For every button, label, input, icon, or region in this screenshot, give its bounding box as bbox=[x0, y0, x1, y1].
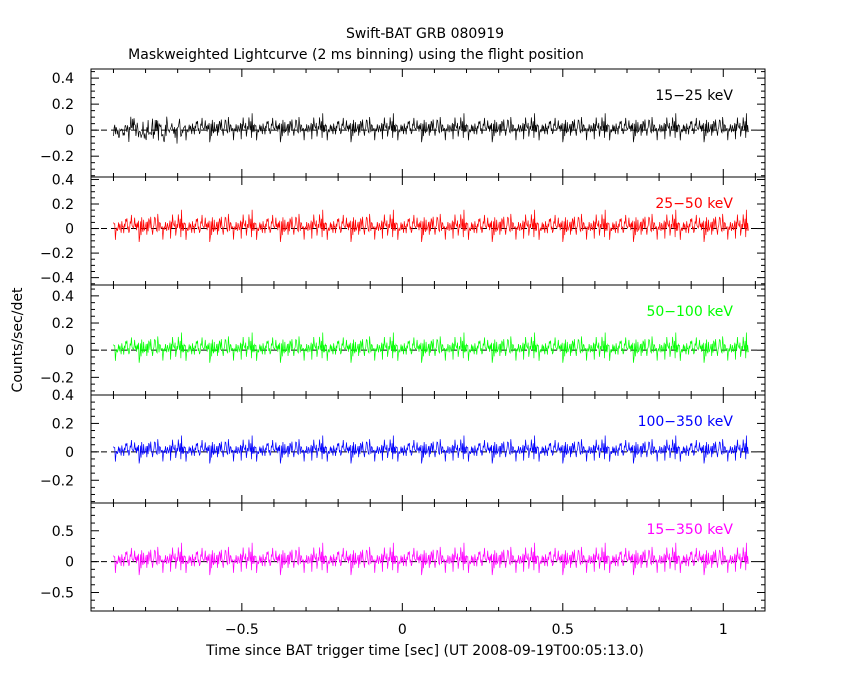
series-trace-4 bbox=[113, 542, 749, 576]
y-tick-label: 0.4 bbox=[52, 289, 74, 305]
y-tick-label: −0.2 bbox=[40, 370, 74, 386]
y-tick-label: 0 bbox=[65, 343, 74, 359]
x-axis-label: Time since BAT trigger time [sec] (UT 20… bbox=[205, 643, 644, 659]
chart-title: Swift-BAT GRB 080919 bbox=[346, 26, 504, 42]
series-trace-2 bbox=[113, 332, 749, 363]
panel-energy-label: 15−350 keV bbox=[646, 522, 733, 538]
y-tick-label: 0.2 bbox=[52, 97, 74, 113]
y-tick-label: −0.2 bbox=[40, 473, 74, 489]
y-tick-label: 0 bbox=[65, 445, 74, 461]
panel-frame bbox=[90, 284, 766, 396]
y-axis-label: Counts/sec/det bbox=[10, 287, 26, 392]
y-tick-label: −0.2 bbox=[40, 149, 74, 165]
y-tick-label: 0.4 bbox=[52, 172, 74, 188]
y-tick-label: 0.2 bbox=[52, 416, 74, 432]
panel-frame bbox=[90, 502, 766, 612]
y-tick-label: −0.4 bbox=[40, 271, 74, 287]
series-trace-3 bbox=[113, 435, 749, 464]
y-tick-label: 0.4 bbox=[52, 71, 74, 87]
series-trace-0 bbox=[113, 113, 749, 144]
panels-group: −0.2 0 0.2 0.4 15−25 keV −0.4 −0.2 0 0.2 0.4 25−50… bbox=[40, 68, 766, 638]
y-tick-label: 0 bbox=[65, 222, 74, 238]
x-tick-label: 0 bbox=[398, 622, 407, 638]
y-tick-label: 0.4 bbox=[52, 388, 74, 404]
panel-energy-label: 100−350 keV bbox=[638, 414, 734, 430]
y-tick-label: 0.5 bbox=[52, 524, 74, 540]
panel-energy-label: 15−25 keV bbox=[655, 88, 733, 104]
x-tick-label: −0.5 bbox=[225, 622, 259, 638]
y-tick-label: −0.2 bbox=[40, 246, 74, 262]
y-tick-label: 0.2 bbox=[52, 316, 74, 332]
y-tick-label: 0.2 bbox=[52, 197, 74, 213]
series-trace-1 bbox=[113, 209, 749, 243]
x-tick-label: 1 bbox=[719, 622, 728, 638]
y-tick-label: 0 bbox=[65, 123, 74, 139]
chart-subtitle: Maskweighted Lightcurve (2 ms binning) u… bbox=[128, 47, 584, 63]
x-tick-label: 0.5 bbox=[552, 622, 574, 638]
y-tick-label: −0.5 bbox=[40, 585, 74, 601]
panel-energy-label: 50−100 keV bbox=[646, 304, 733, 320]
panel-energy-label: 25−50 keV bbox=[655, 196, 733, 212]
y-tick-label: 0 bbox=[65, 555, 74, 571]
